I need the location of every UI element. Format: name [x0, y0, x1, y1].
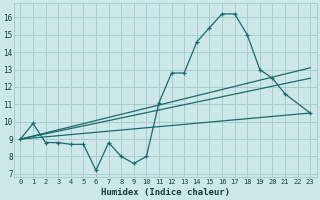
X-axis label: Humidex (Indice chaleur): Humidex (Indice chaleur)	[101, 188, 230, 197]
